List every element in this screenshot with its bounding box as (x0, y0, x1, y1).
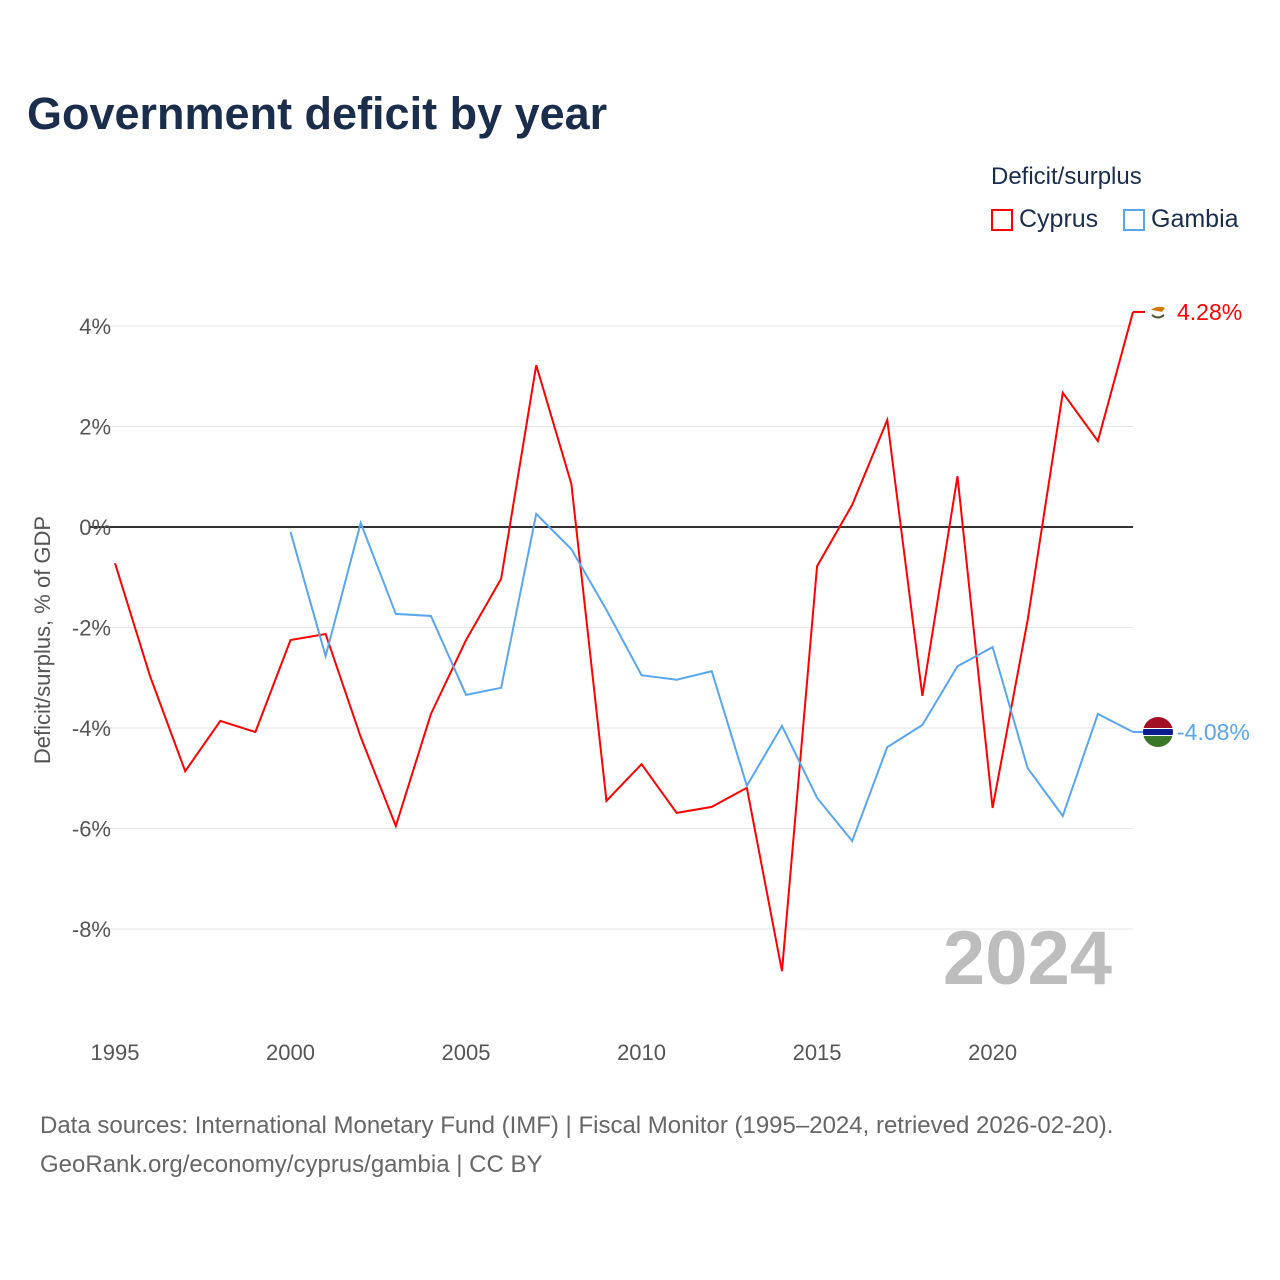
x-tick-label: 2000 (266, 1040, 315, 1065)
cyprus-flag-icon (1149, 302, 1167, 321)
x-tick-label: 1995 (91, 1040, 140, 1065)
legend-swatch-gambia (1123, 208, 1145, 231)
source-line-2[interactable]: GeoRank.org/economy/cyprus/gambia | CC B… (40, 1151, 543, 1178)
flag-blue (1143, 729, 1173, 736)
legend-label-cyprus: Cyprus (1019, 205, 1099, 233)
y-tick-label: 4% (79, 314, 111, 339)
x-tick-label: 2015 (793, 1040, 842, 1065)
flag-green (1143, 736, 1173, 748)
y-tick-label: 0% (79, 515, 111, 540)
y-tick-label: -2% (72, 616, 111, 641)
y-tick-label: -4% (72, 716, 111, 741)
x-tick-label: 2020 (968, 1040, 1017, 1065)
year-watermark: 2024 (943, 916, 1112, 1001)
legend-label-gambia: Gambia (1151, 205, 1239, 233)
y-tick-label: -8% (72, 917, 111, 942)
chart-title: Government deficit by year (27, 88, 608, 139)
legend-item-gambia[interactable]: Gambia (1123, 205, 1239, 234)
flag-red (1143, 717, 1173, 729)
flag-stripes (1143, 717, 1173, 748)
gambia-flag-icon (1143, 717, 1173, 748)
y-tick-label: 2% (79, 415, 111, 440)
flag-island (1151, 306, 1165, 312)
flag-olive (1151, 314, 1165, 319)
legend-item-cyprus[interactable]: Cyprus (991, 205, 1098, 234)
x-tick-label: 2005 (442, 1040, 491, 1065)
x-tick-label: 2010 (617, 1040, 666, 1065)
legend-title: Deficit/surplus (991, 163, 1142, 190)
y-tick-label: -6% (72, 817, 111, 842)
legend-swatch-cyprus (991, 208, 1013, 231)
series-line-gambia (289, 511, 1134, 844)
source-line-1: Data sources: International Monetary Fun… (40, 1112, 1114, 1139)
source-note: Data sources: International Monetary Fun… (40, 1106, 1113, 1184)
end-value-label-cyprus: 4.28% (1177, 299, 1242, 325)
series-line-cyprus (114, 311, 1134, 972)
y-axis-label: Deficit/surplus, % of GDP (30, 516, 55, 764)
end-value-label-gambia: -4.08% (1177, 719, 1250, 745)
